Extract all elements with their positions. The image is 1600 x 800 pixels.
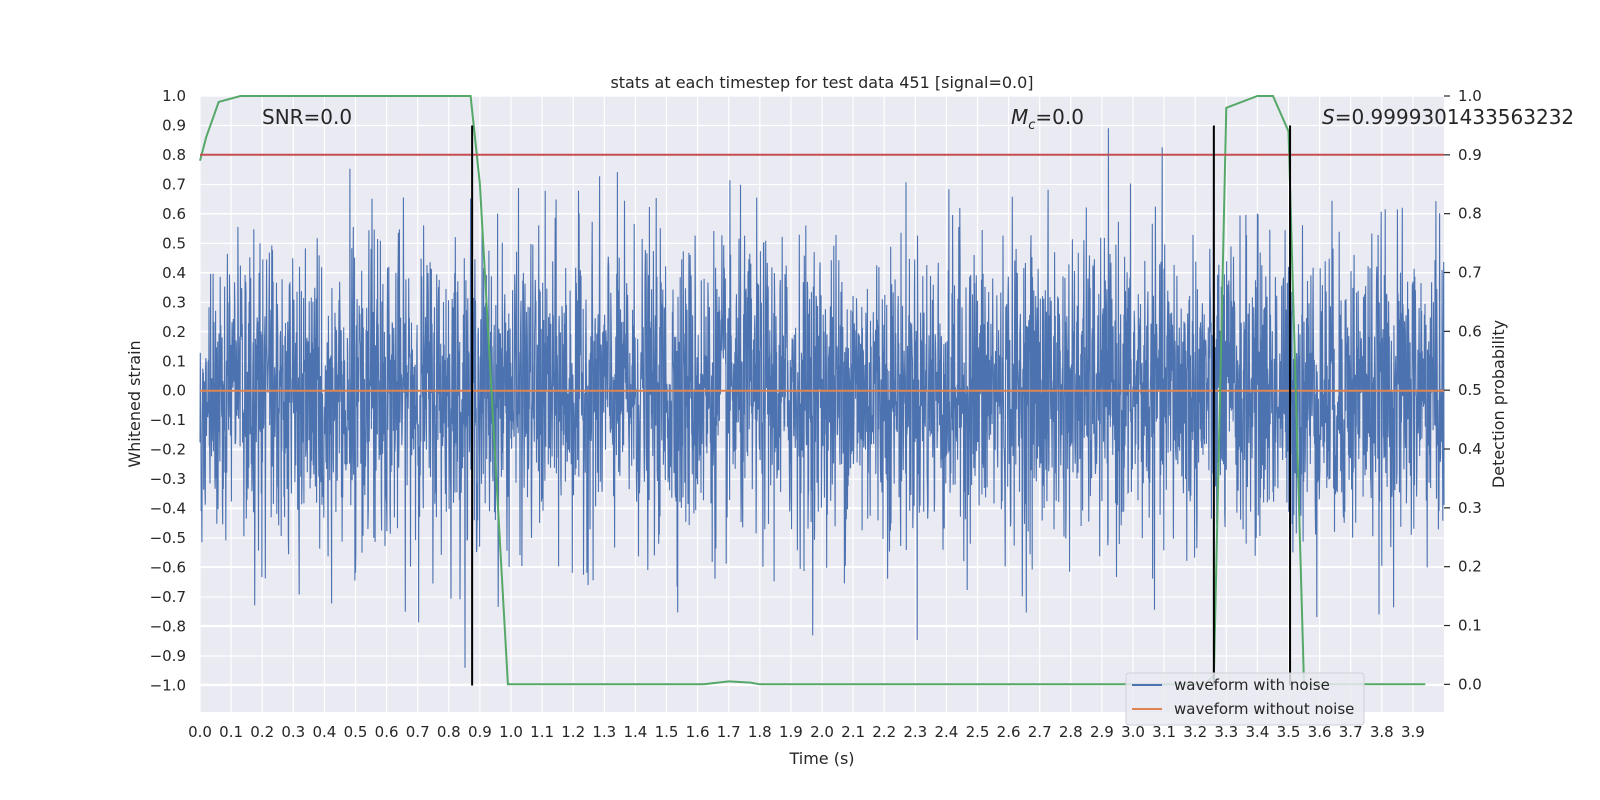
vertical-marker-lines <box>471 125 1292 686</box>
x-tick-label: 0.7 <box>406 723 430 741</box>
y-tick-label: 0.4 <box>162 264 186 282</box>
x-tick-label: 1.9 <box>779 723 803 741</box>
y-tick-label: 0.7 <box>162 175 186 193</box>
legend-label-noise: waveform with noise <box>1174 676 1330 694</box>
chart-title: stats at each timestep for test data 451… <box>610 73 1033 92</box>
y-tick-label: −0.3 <box>150 470 186 488</box>
x-tick-label: 0.4 <box>312 723 336 741</box>
x-tick-label: 2.0 <box>810 723 834 741</box>
series-line-2 <box>199 95 1426 686</box>
s-symbol: S <box>1322 105 1335 129</box>
y-tick-label: 0.5 <box>162 234 186 252</box>
x-tick-label: 1.7 <box>717 723 741 741</box>
y2-tick-label: 0.3 <box>1458 499 1482 517</box>
y-tick-label: 0.1 <box>162 352 186 370</box>
x-tick-label: 0.0 <box>188 723 212 741</box>
y-tick-label: 0.9 <box>162 116 186 134</box>
x-axis-ticks: 0.0 0.1 0.2 0.3 0.4 0.5 0.6 0.7 0.8 0.9 1.0 1.1 1.2 1… <box>188 723 1425 741</box>
y-tick-label: 0.2 <box>162 323 186 341</box>
y-tick-label: −0.8 <box>150 618 186 636</box>
y2-tick-label: 0.2 <box>1458 558 1482 576</box>
x-tick-label: 1.0 <box>499 723 523 741</box>
y-tick-label: 0.0 <box>162 382 186 400</box>
x-tick-label: 3.5 <box>1277 723 1301 741</box>
x-tick-label: 3.7 <box>1339 723 1363 741</box>
y2-tick-label: 0.1 <box>1458 617 1482 635</box>
y2-tick-label: 0.0 <box>1458 675 1482 693</box>
s-annotation: S=0.9999301433563232 <box>1322 105 1574 129</box>
y-axis-ticks: 1.0 0.9 0.8 0.7 0.6 0.5 0.4 0.3 0.2 0.1 0.0 −0.1 −0.… <box>150 87 186 694</box>
noise-waveform-series <box>199 126 1445 668</box>
chirp-mass-symbol: M <box>1011 105 1028 129</box>
x-tick-label: 3.9 <box>1401 723 1425 741</box>
y-tick-label: −0.9 <box>150 647 186 665</box>
y-tick-label: −0.4 <box>150 500 186 518</box>
y-tick-label: 1.0 <box>162 87 186 105</box>
y2-axis-label: Detection probability <box>1489 320 1508 488</box>
x-tick-label: 3.4 <box>1245 723 1269 741</box>
x-tick-label: 2.2 <box>872 723 896 741</box>
x-tick-label: 0.2 <box>250 723 274 741</box>
y-tick-label: −0.1 <box>150 411 186 429</box>
x-tick-label: 1.3 <box>592 723 616 741</box>
x-tick-label: 3.3 <box>1214 723 1238 741</box>
x-tick-label: 1.6 <box>686 723 710 741</box>
x-tick-label: 2.6 <box>997 723 1021 741</box>
x-tick-label: 3.6 <box>1308 723 1332 741</box>
y2-tick-label: 0.7 <box>1458 264 1482 282</box>
legend-label-clean: waveform without noise <box>1174 700 1354 718</box>
y2-tick-label: 0.4 <box>1458 440 1482 458</box>
x-tick-label: 3.8 <box>1370 723 1394 741</box>
x-tick-label: 2.8 <box>1059 723 1083 741</box>
x-tick-label: 0.6 <box>375 723 399 741</box>
snr-annotation: SNR=0.0 <box>262 105 352 129</box>
y-tick-label: −0.2 <box>150 441 186 459</box>
line-series-layer <box>199 95 1444 686</box>
y2-tick-label: 0.8 <box>1458 205 1482 223</box>
x-tick-label: 2.4 <box>934 723 958 741</box>
y-tick-label: 0.8 <box>162 146 186 164</box>
x-tick-label: 3.1 <box>1152 723 1176 741</box>
x-tick-label: 2.1 <box>841 723 865 741</box>
x-tick-label: 3.2 <box>1183 723 1207 741</box>
y-tick-label: −0.6 <box>150 559 186 577</box>
legend-box <box>1125 672 1365 726</box>
x-tick-label: 1.4 <box>623 723 647 741</box>
x-tick-label: 1.8 <box>748 723 772 741</box>
x-tick-label: 0.5 <box>344 723 368 741</box>
noise-waveform-line <box>199 126 1445 668</box>
y2-tick-label: 0.6 <box>1458 322 1482 340</box>
y-tick-label: 0.3 <box>162 293 186 311</box>
chirp-mass-annotation: Mc=0.0 <box>1011 105 1084 133</box>
chirp-mass-value: =0.0 <box>1035 105 1084 129</box>
x-tick-label: 0.8 <box>437 723 461 741</box>
x-tick-label: 1.1 <box>530 723 554 741</box>
chirp-mass-subscript: c <box>1028 118 1035 133</box>
x-axis-label: Time (s) <box>788 749 854 768</box>
y-tick-label: −0.5 <box>150 529 186 547</box>
y2-tick-label: 0.5 <box>1458 381 1482 399</box>
y2-tick-label: 0.9 <box>1458 146 1482 164</box>
x-tick-label: 2.3 <box>903 723 927 741</box>
y2-axis-ticks: 1.0 0.9 0.8 0.7 0.6 0.5 0.4 0.3 0.2 0.1 0.0 <box>1444 87 1482 693</box>
y-tick-label: 0.6 <box>162 205 186 223</box>
s-value: =0.9999301433563232 <box>1335 105 1574 129</box>
y2-tick-label: 1.0 <box>1458 87 1482 105</box>
y-tick-label: −1.0 <box>150 676 186 694</box>
x-tick-label: 2.9 <box>1090 723 1114 741</box>
x-tick-label: 0.1 <box>219 723 243 741</box>
x-tick-label: 1.5 <box>655 723 679 741</box>
x-tick-label: 2.5 <box>966 723 990 741</box>
x-tick-label: 1.2 <box>561 723 585 741</box>
x-tick-label: 2.7 <box>1028 723 1052 741</box>
x-tick-label: 0.9 <box>468 723 492 741</box>
y-tick-label: −0.7 <box>150 588 186 606</box>
legend: waveform with noise waveform without noi… <box>1125 672 1365 726</box>
x-tick-label: 3.0 <box>1121 723 1145 741</box>
x-tick-label: 0.3 <box>281 723 305 741</box>
y-axis-label: Whitened strain <box>125 340 144 467</box>
